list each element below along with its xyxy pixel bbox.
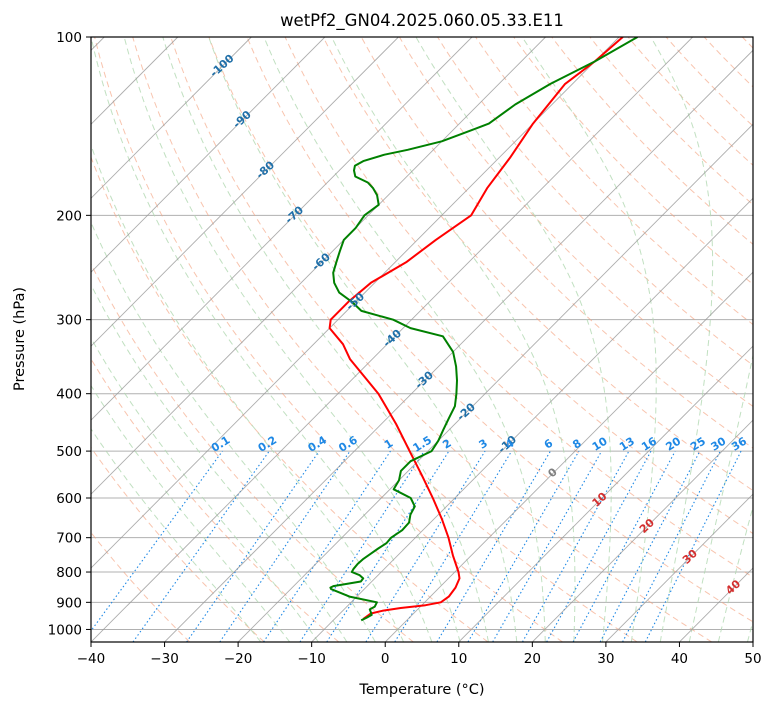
plot-frame	[90, 36, 754, 643]
y-tick-label: 300	[56, 313, 82, 329]
y-tick-label: 400	[56, 387, 82, 403]
isotherm-line	[384, 271, 753, 642]
x-tick-label: −40	[77, 651, 106, 667]
y-axis-label: Pressure (hPa)	[12, 287, 28, 391]
moist-adiabat	[162, 37, 489, 642]
x-tick-label: 10	[450, 651, 467, 667]
plot-background	[91, 37, 753, 642]
mixing-ratio-line	[186, 450, 320, 642]
dry-adiabat	[475, 37, 753, 326]
isotherm-line	[91, 37, 546, 495]
isotherm-line	[91, 37, 252, 199]
x-tick-label: 50	[744, 651, 761, 667]
mixing-ratio-line	[326, 450, 450, 642]
mixing-ratio-line	[132, 450, 270, 642]
isotherm-line	[311, 197, 753, 642]
x-tick-label: −30	[150, 651, 179, 667]
moist-adiabat	[91, 384, 291, 642]
mixing-ratio-line	[365, 450, 486, 642]
isotherm-line	[532, 419, 753, 642]
chart-title: wetPf2_GN04.2025.060.05.33.E11	[280, 11, 564, 31]
isotherm-line	[91, 37, 473, 421]
y-tick-label: 900	[56, 595, 82, 611]
y-tick-label: 500	[56, 444, 82, 460]
moist-adiabat	[521, 37, 657, 642]
moist-adiabats	[91, 37, 753, 642]
isotherm-line	[91, 37, 399, 347]
x-tick-label: 30	[597, 651, 614, 667]
dry-adiabat	[322, 37, 753, 492]
mixing-ratio-line	[394, 450, 513, 642]
y-tick-label: 700	[56, 531, 82, 547]
isotherm-line	[237, 123, 753, 642]
x-axis-ticks: −40 −30 −20 −10 0 10 20 30 40 50	[77, 642, 762, 667]
mixing-ratio-line	[436, 450, 551, 642]
moist-adiabat	[91, 221, 376, 642]
plot-content: -100-90-80-70-60-50-40-30-20-10010203040…	[91, 37, 753, 642]
moist-adiabat	[650, 37, 714, 642]
dry-adiabat	[91, 262, 414, 642]
dewpoint-profile-line	[329, 37, 638, 622]
dry-adiabat	[91, 446, 265, 642]
sounding-profiles	[328, 37, 638, 622]
y-tick-label: 600	[56, 491, 82, 507]
moist-adiabat	[123, 37, 461, 642]
x-tick-label: −10	[297, 651, 326, 667]
moist-adiabat	[91, 37, 433, 642]
mixing-ratio-lines	[91, 450, 742, 642]
y-tick-label: 100	[56, 30, 82, 46]
isotherm-line	[91, 37, 620, 569]
dry-adiabat	[246, 37, 753, 578]
x-tick-label: 40	[671, 651, 688, 667]
mixing-ratio-line	[91, 450, 223, 632]
isotherm-line	[458, 345, 753, 642]
mixing-ratio-line	[572, 450, 676, 642]
moist-adiabat	[717, 504, 753, 642]
moist-adiabat	[263, 37, 546, 642]
moist-adiabat	[415, 37, 612, 642]
moist-adiabat	[91, 337, 319, 642]
x-tick-label: 20	[524, 651, 541, 667]
x-tick-label: −20	[224, 651, 253, 667]
x-axis-label: Temperature (°C)	[358, 682, 484, 698]
y-tick-label: 200	[56, 208, 82, 224]
mixing-ratio-line	[492, 450, 603, 642]
y-tick-label: 800	[56, 565, 82, 581]
isotherm-line	[752, 641, 753, 642]
y-tick-label: 1000	[48, 622, 82, 638]
isotherm-line	[164, 49, 753, 642]
moist-adiabat	[91, 143, 405, 642]
dry-adiabat	[627, 37, 753, 166]
moist-adiabat	[688, 353, 753, 642]
dry-adiabat	[132, 37, 638, 642]
plot-area	[91, 37, 753, 642]
dry-adiabat	[398, 37, 753, 408]
dry-adiabat	[208, 37, 753, 623]
isotherm-line	[605, 493, 753, 642]
x-tick-label: 0	[381, 651, 390, 667]
dry-adiabat	[94, 37, 563, 642]
moist-adiabat	[91, 283, 348, 642]
moist-adiabat	[91, 427, 262, 642]
mixing-ratio-line	[467, 450, 580, 642]
y-axis-ticks: 100 200 300 400 500 600 700 800 900 1000	[48, 30, 91, 638]
moist-adiabat	[208, 37, 518, 642]
isotherm-lines	[91, 37, 753, 642]
mixing-ratio-line	[219, 450, 351, 642]
isotherm-line	[91, 37, 694, 642]
moist-adiabat	[331, 37, 576, 642]
temperature-profile-line	[328, 37, 624, 620]
isotherm-line	[91, 37, 326, 273]
dry-adiabat	[513, 37, 753, 285]
mixing-ratio-line	[521, 450, 630, 642]
